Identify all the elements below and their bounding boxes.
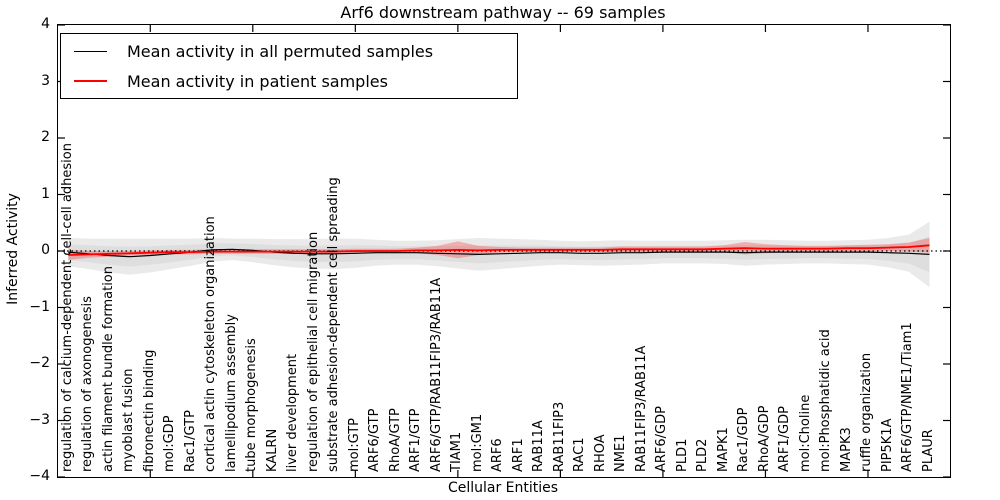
x-tick-label: mol:GTP [346, 418, 362, 472]
plot-area [57, 24, 951, 478]
legend-item-permuted: Mean activity in all permuted samples [61, 36, 517, 66]
legend-line-black-icon [74, 50, 107, 52]
x-tick-label: actin filament bundle formation [100, 266, 116, 472]
x-tick-label: cortical actin cytoskeleton organization [203, 216, 219, 472]
x-tick-label: ruffle organization [859, 352, 875, 472]
y-tick-label: −1 [29, 298, 50, 315]
y-tick-label: −2 [29, 355, 50, 371]
x-tick-label: RAB11FIP3 [551, 401, 567, 472]
x-tick-label: RHOA [592, 434, 608, 472]
x-tick-label: ARF1/GDP [777, 406, 793, 472]
x-tick-label: PLAUR [920, 429, 936, 472]
x-tick-label: MAPK3 [838, 427, 854, 472]
x-tick-label: TIAM1 [449, 431, 465, 472]
x-tick-label: regulation of axonogenesis [80, 296, 96, 472]
x-tick-label: MAPK1 [715, 427, 731, 472]
legend-label: Mean activity in all permuted samples [127, 41, 434, 61]
x-tick-label: tube morphogenesis [244, 338, 260, 472]
x-tick-label: ARF1/GTP [408, 408, 424, 472]
legend-line-red-icon [74, 80, 107, 82]
x-tick-label: mol:GM1 [469, 413, 485, 472]
x-tick-label: RhoA/GDP [756, 405, 772, 472]
y-tick-label: 3 [41, 72, 50, 89]
x-tick-label: ARF6 [490, 438, 506, 472]
x-tick-label: substrate adhesion-dependent cell spread… [326, 177, 342, 472]
y-tick-label: 0 [41, 242, 50, 258]
y-tick-label: 2 [41, 129, 50, 145]
x-tick-label: regulation of epithelial cell migration [305, 231, 321, 472]
x-tick-label: ARF6/GTP/NME1/Tiam1 [900, 322, 916, 472]
y-tick-label: −3 [29, 411, 50, 428]
patient-mean-line [68, 244, 930, 256]
x-tick-label: PIP5K1A [879, 418, 895, 472]
x-tick-label: RAC1 [572, 437, 588, 472]
x-tick-label: mol:GDP [162, 415, 178, 472]
y-tick-label: −4 [29, 468, 50, 484]
x-tick-label: RAB11FIP3/RAB11A [633, 345, 649, 472]
x-tick-label: ARF1 [510, 438, 526, 472]
legend: Mean activity in all permuted samples Me… [60, 33, 518, 99]
x-tick-label: regulation of calcium-dependent cell-cel… [59, 143, 75, 472]
legend-label: Mean activity in patient samples [127, 71, 388, 91]
x-tick-label: ARF6/GTP/RAB11FIP3/RAB11A [428, 277, 444, 472]
x-tick-label: fibronectin binding [141, 349, 157, 472]
x-tick-label: PLD1 [674, 438, 690, 472]
y-tick-label: 1 [41, 185, 50, 202]
x-tick-label: Rac1/GTP [182, 410, 198, 472]
x-tick-label: myoblast fusion [121, 368, 137, 472]
x-tick-label: RhoA/GTP [387, 408, 403, 472]
x-tick-label: Rac1/GDP [736, 407, 752, 472]
x-tick-label: RAB11A [531, 420, 547, 472]
x-tick-label: mol:Choline [797, 394, 813, 472]
x-tick-label: ARF6/GTP [367, 408, 383, 472]
x-tick-label: lamellipodium assembly [223, 314, 239, 472]
chart-title: Arf6 downstream pathway -- 69 samples [340, 3, 666, 22]
x-tick-label: PLD2 [695, 438, 711, 472]
x-axis-label: Cellular Entities [447, 480, 559, 496]
x-tick-label: NME1 [613, 434, 629, 472]
x-tick-label: liver development [285, 353, 301, 472]
x-tick-label: ARF6/GDP [654, 406, 670, 472]
x-tick-label: KALRN [264, 428, 280, 472]
permuted-mean-line [68, 248, 930, 258]
y-tick-label: 4 [41, 16, 50, 32]
legend-item-patient: Mean activity in patient samples [61, 66, 517, 96]
x-tick-label: mol:Phosphatidic acid [818, 329, 834, 472]
